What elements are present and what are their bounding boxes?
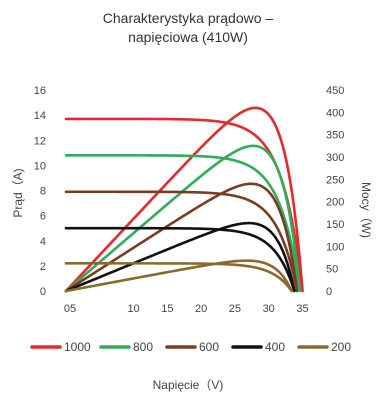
y-left-tick-label: 2 (40, 261, 46, 273)
legend-label-1000: 1000 (64, 340, 91, 354)
chart-title-line-2: napięciowa (410W) (128, 29, 248, 45)
y-left-tick-label: 14 (34, 110, 46, 122)
y-right-tick-label: 450 (326, 85, 344, 97)
y-right-tick-label: 100 (326, 241, 344, 253)
y-right-tick-label: 250 (326, 174, 344, 186)
chart-title-line-1: Charakterystyka prądowo – (102, 10, 274, 26)
y-left-tick-label: 6 (40, 211, 46, 223)
iv-curve-600 (64, 190, 299, 293)
iv-curve-200 (64, 262, 293, 293)
pv-curve-400 (64, 221, 296, 293)
y-right-tick-label: 150 (326, 219, 344, 231)
y-left-tick-label: 10 (34, 160, 46, 172)
x-tick-label: 10 (127, 303, 139, 315)
y-right-tick-label: 0 (326, 286, 332, 298)
y-left-tick-label: 12 (34, 135, 46, 147)
legend-label-600: 600 (199, 340, 219, 354)
y-right-tick-label: 400 (326, 107, 344, 119)
y-left-tick-label: 16 (34, 85, 46, 97)
iv-curve-800 (64, 154, 302, 293)
x-tick-label: 15 (161, 303, 173, 315)
y-left-tick-label: 8 (40, 186, 46, 198)
x-tick-label: 25 (229, 303, 241, 315)
legend-label-200: 200 (331, 340, 351, 354)
y-left-tick-label: 0 (40, 286, 46, 298)
x-axis-title: Napięcie（V) (153, 378, 224, 392)
y-left-axis-title: Prąd（A) (11, 168, 25, 217)
y-left-tick-label: 4 (40, 236, 46, 248)
y-right-tick-label: 50 (326, 264, 338, 276)
x-tick-label: 30 (263, 303, 275, 315)
x-tick-label: 35 (296, 303, 308, 315)
pv-curve-200 (64, 259, 293, 293)
x-tick-label: 05 (64, 303, 76, 315)
y-right-tick-label: 350 (326, 130, 344, 142)
legend-label-400: 400 (265, 340, 285, 354)
legend-label-800: 800 (133, 340, 153, 354)
x-tick-label: 20 (195, 303, 207, 315)
iv-curve-1000 (64, 117, 304, 293)
pv-curve-1000 (64, 106, 304, 293)
iv-curve-400 (64, 226, 296, 293)
y-right-axis-title: Mocy（W) (359, 182, 373, 238)
y-right-tick-label: 200 (326, 197, 344, 209)
pv-curve-600 (64, 182, 299, 293)
y-right-tick-label: 300 (326, 152, 344, 164)
